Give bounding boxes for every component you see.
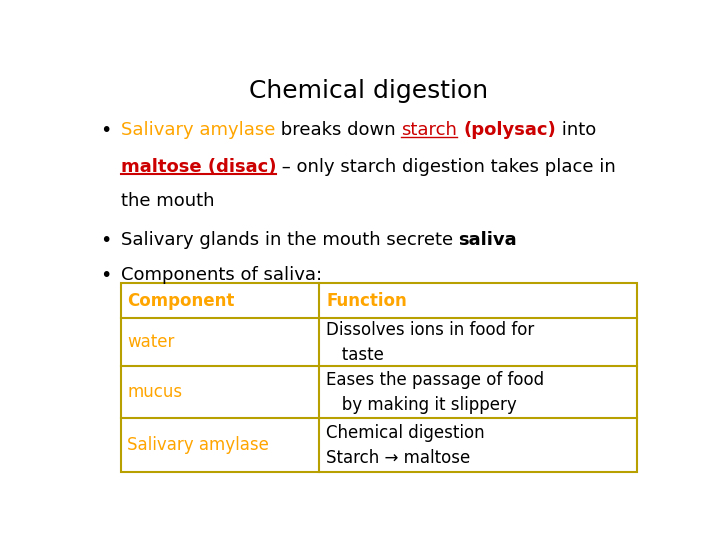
Text: Salivary amylase: Salivary amylase xyxy=(121,121,275,139)
Text: Chemical digestion
Starch → maltose: Chemical digestion Starch → maltose xyxy=(326,424,485,467)
Text: into: into xyxy=(556,121,596,139)
Text: •: • xyxy=(100,266,112,286)
Text: saliva: saliva xyxy=(459,231,517,249)
Text: Salivary amylase: Salivary amylase xyxy=(127,436,269,454)
Text: Component: Component xyxy=(127,292,235,310)
Text: •: • xyxy=(100,121,112,140)
Text: (polysac): (polysac) xyxy=(463,121,556,139)
Text: mucus: mucus xyxy=(127,383,182,401)
Text: breaks down: breaks down xyxy=(275,121,402,139)
Text: maltose (disac): maltose (disac) xyxy=(121,158,276,177)
Text: Eases the passage of food
   by making it slippery: Eases the passage of food by making it s… xyxy=(326,371,544,414)
Text: •: • xyxy=(100,231,112,250)
Text: Function: Function xyxy=(326,292,407,310)
Text: – only starch digestion takes place in: – only starch digestion takes place in xyxy=(276,158,616,177)
Text: Salivary glands in the mouth secrete: Salivary glands in the mouth secrete xyxy=(121,231,459,249)
Text: starch: starch xyxy=(402,121,457,139)
Text: water: water xyxy=(127,333,175,352)
Text: the mouth: the mouth xyxy=(121,192,214,210)
Text: Dissolves ions in food for
   taste: Dissolves ions in food for taste xyxy=(326,321,534,364)
Bar xyxy=(121,283,636,472)
Text: Components of saliva:: Components of saliva: xyxy=(121,266,322,285)
Text: Chemical digestion: Chemical digestion xyxy=(249,79,489,103)
